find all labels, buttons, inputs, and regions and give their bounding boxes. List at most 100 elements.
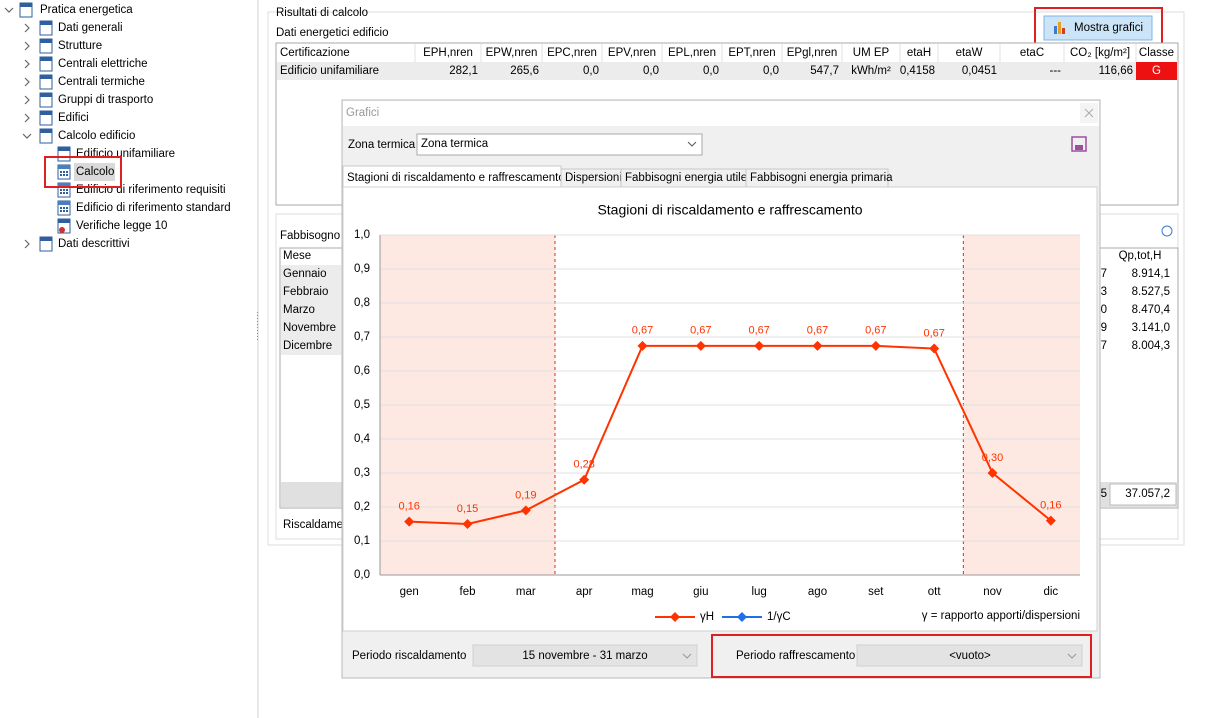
point-marker [1045,515,1056,526]
cell: 547,7 [810,65,839,77]
cell: 3.141,0 [1132,322,1170,334]
expand-arrow[interactable] [22,133,32,139]
button-label: Mostra grafici [1074,22,1143,34]
x-tick-label: nov [983,586,1002,598]
expand-arrow[interactable] [4,7,14,13]
tree-item: Centrali termiche [58,76,145,88]
cell: Gennaio [283,268,326,280]
doc-icon-band [58,165,70,169]
cell: 8.527,5 [1132,286,1170,298]
doc-icon-band [40,129,52,133]
y-tick-label: 0,9 [354,263,370,275]
tab-label: Dispersioni [565,172,622,184]
column-header: Mese [283,250,311,262]
expand-arrow[interactable] [24,113,30,123]
month-cell [281,337,341,355]
cell: 0,0 [763,65,779,77]
data-label: 0,19 [515,489,536,501]
calc-key [60,207,62,209]
save-icon-label [1075,145,1083,150]
cell: 8.470,4 [1132,304,1171,316]
cell: 0 [1101,304,1107,316]
data-label: 0,67 [748,325,769,337]
point-marker [929,343,940,354]
month-cell [281,301,341,319]
cell: 3 [1101,286,1107,298]
data-label: 0,30 [982,452,1003,464]
tree-item: Strutture [58,40,102,52]
cell: Edificio unifamiliare [280,65,379,77]
tree-item: Verifiche legge 10 [76,220,167,232]
cell: 7 [1101,340,1107,352]
cell: Febbraio [283,286,328,298]
combobox[interactable] [416,133,703,156]
y-tick-label: 0,3 [354,467,370,479]
splitter-grip [257,324,258,325]
calc-key [60,174,62,176]
expand-arrow[interactable] [24,95,30,105]
doc-icon-band [20,3,32,7]
column-header: Classe [1139,47,1174,59]
cell: 0,0 [703,65,719,77]
column-header: etaH [907,47,931,59]
splitter-grip [257,312,258,313]
cell: Novembre [283,322,336,334]
cell: kWh/m² [851,65,891,77]
column-header: EPH,nren [423,47,473,59]
calc-key [60,171,62,173]
combo-arrow [687,141,697,147]
doc-icon-band [58,183,70,187]
splitter-grip [257,321,258,322]
tab-label: Fabbisogni energia utile [625,172,747,184]
expand-arrow[interactable] [24,59,30,69]
highlight-box [44,156,122,188]
tree-item: Calcolo [76,166,114,178]
calc-key [66,189,68,191]
expand-arrow[interactable] [24,23,30,33]
class-cell [1136,62,1177,80]
y-tick-label: 0,0 [354,569,370,581]
doc-icon-band [40,21,52,25]
expand-arrow[interactable] [24,239,30,249]
data-label: 0,28 [573,459,594,471]
calc-key [60,192,62,194]
point-marker [404,516,415,527]
section-label: Fabbisogno n [280,230,350,242]
field-label: Periodo riscaldamento [352,650,466,662]
button-icon-bar [1062,28,1065,34]
point-marker [812,340,823,351]
expand-arrow[interactable] [24,77,30,87]
column-header: Qp,tot,H [1119,250,1162,262]
check-badge [59,227,65,233]
y-tick-label: 0,5 [354,399,370,411]
expand-arrow[interactable] [24,41,30,51]
y-tick-label: 0,2 [354,501,370,513]
calc-key [66,174,68,176]
x-tick-label: gen [400,586,419,598]
x-tick-label: apr [576,586,593,598]
doc-icon-band [40,237,52,241]
dialog-titlebar [343,101,1099,126]
combo-arrow [682,653,692,659]
calc-key [66,210,68,212]
combobox[interactable] [856,644,1083,667]
point-marker [579,474,590,485]
x-tick-label: lug [751,586,766,598]
field-label: Zona termica [348,139,416,151]
y-tick-label: 0,1 [354,535,370,547]
splitter-grip [257,318,258,319]
splitter-grip [257,327,258,328]
info-icon [1161,225,1173,237]
combobox-value: <vuoto> [949,650,991,662]
combobox[interactable] [472,644,698,667]
cell: 9 [1101,322,1107,334]
legend-label: 1/γC [767,611,791,623]
y-tick-label: 0,8 [354,297,370,309]
cell: 0,0 [583,65,599,77]
save-icon[interactable] [1071,136,1087,152]
calc-key [63,210,65,212]
column-header: EPW,nren [486,47,538,59]
cell: 116,66 [1099,65,1133,77]
x-tick-label: giu [693,586,708,598]
calc-key [66,192,68,194]
